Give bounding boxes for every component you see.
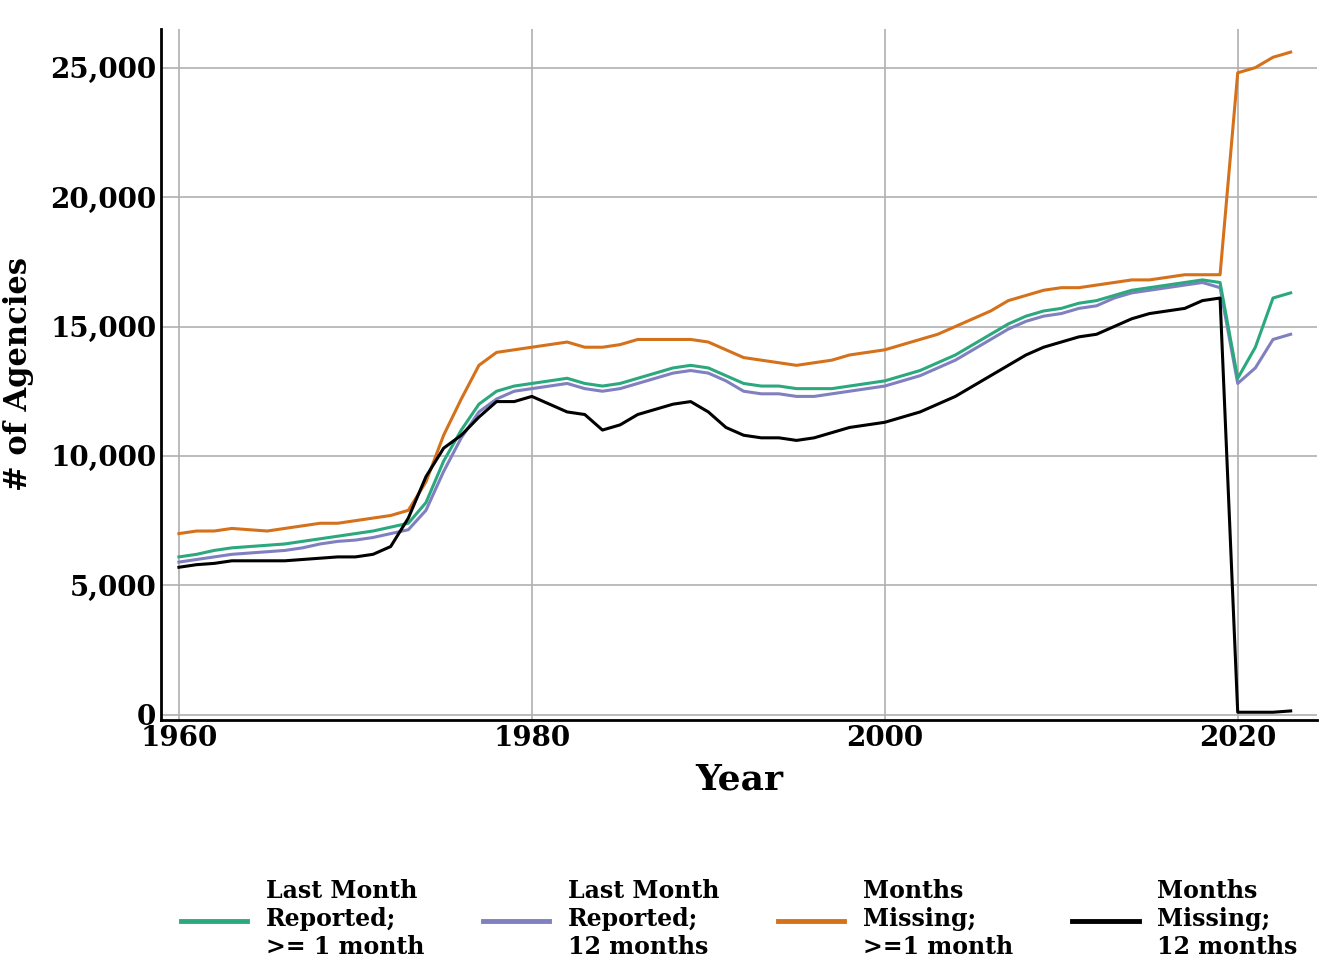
Y-axis label: # of Agencies: # of Agencies (3, 257, 34, 492)
X-axis label: Year: Year (695, 763, 784, 797)
Legend: Last Month
Reported;
>= 1 month, Last Month
Reported;
12 months, Months
Missing;: Last Month Reported; >= 1 month, Last Mo… (171, 870, 1308, 960)
